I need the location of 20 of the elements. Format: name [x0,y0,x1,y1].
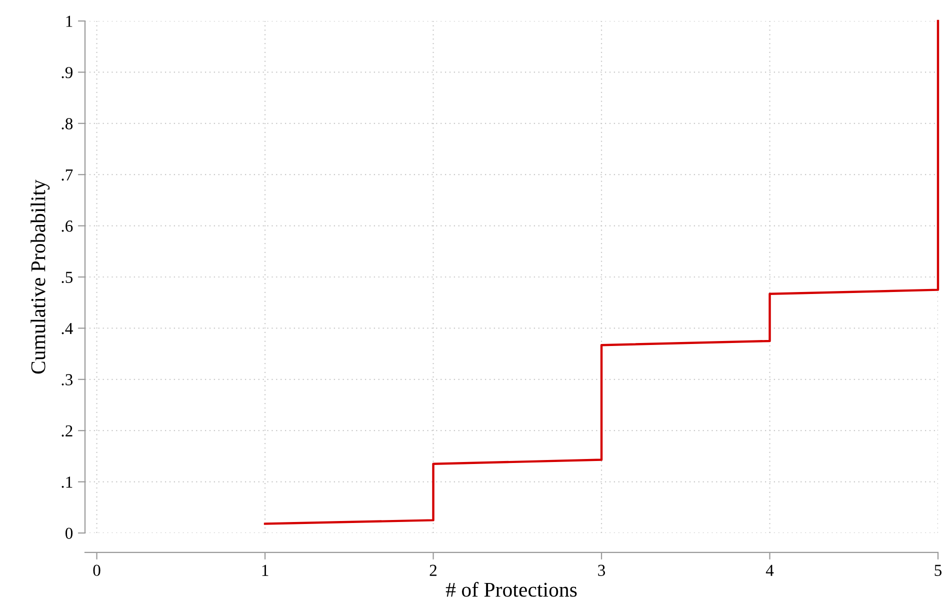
y-axis-title: Cumulative Probability [30,180,50,374]
x-tick-label: 4 [766,564,774,576]
y-tick-label: .6 [62,220,73,232]
y-tick-label: .5 [62,272,73,284]
y-tick-label: .1 [62,476,72,488]
x-axis-title: # of Protections [446,582,577,597]
y-tick-label: .8 [62,118,73,130]
y-tick-label: .7 [62,169,73,181]
x-tick-label: 5 [934,564,942,576]
x-tick-label: 0 [93,564,100,576]
x-tick-label: 3 [598,564,606,576]
y-tick-label: .9 [62,66,73,78]
x-tick-label: 1 [262,564,268,576]
line-series [264,20,940,525]
y-tick-label: .4 [62,323,73,334]
y-tick-label: 1 [66,16,72,27]
y-tick-label: 0 [65,528,73,539]
y-tick-label: .3 [62,374,73,386]
y-tick-label: .2 [62,425,72,437]
x-tick-label: 2 [430,564,437,576]
